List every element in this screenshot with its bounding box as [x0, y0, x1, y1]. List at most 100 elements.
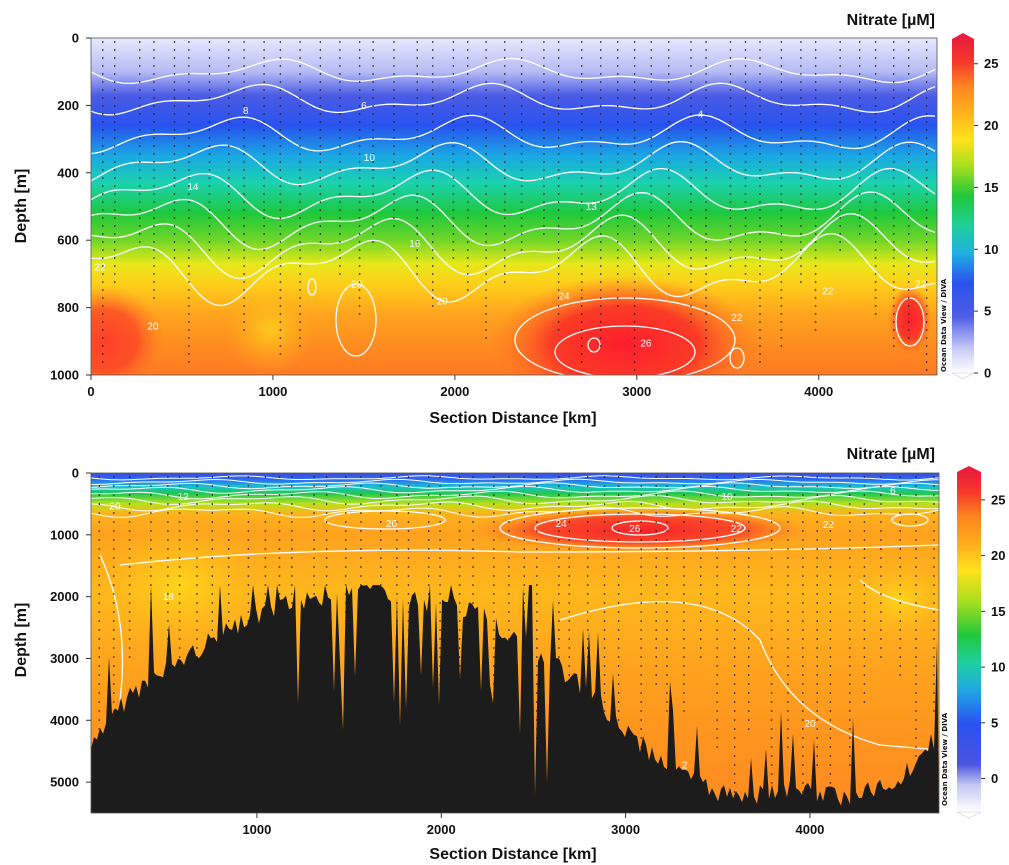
contour-line: [91, 82, 936, 116]
contour-label: 10: [364, 153, 376, 164]
station-profile: [816, 476, 818, 766]
contour-closed: [729, 347, 745, 369]
station-profile: [581, 41, 583, 363]
x-tick-label: 1000: [258, 384, 287, 399]
nitrate-section-upper: Nitrate [µM] 8 6 4 10 14 13 16 22 20 20 24 22 22 22 20…: [13, 12, 998, 427]
y-tick-label: 800: [57, 300, 79, 315]
contour-line: [859, 579, 939, 611]
contour-closed: [611, 520, 669, 536]
contour-label: 20: [386, 519, 398, 530]
y-axis-title-upper: Depth [m]: [13, 169, 30, 244]
contour-line: [91, 57, 936, 85]
nitrate-yellow-patch-upper: [225, 285, 315, 375]
station-profile: [113, 476, 115, 721]
station-profile: [372, 41, 374, 243]
colorbar-tick-label: 5: [991, 715, 998, 730]
odv-credit-upper: Ocean Data View / DIVA: [940, 278, 948, 372]
station-profile: [178, 476, 181, 676]
nitrate-maximum-core-lower: [470, 508, 810, 552]
station-profile: [339, 41, 341, 275]
contour-line: [91, 232, 936, 307]
station-profile: [933, 476, 935, 712]
contour-label: 14: [187, 182, 199, 193]
contour-closed: [587, 337, 601, 353]
contour-label: 24: [558, 291, 570, 302]
seafloor-bathymetry: [91, 585, 939, 813]
y-tick-label: 5000: [50, 775, 79, 790]
contour-line: [91, 114, 936, 155]
colorbar-upper-top-cap: [952, 33, 974, 39]
station-profile: [504, 41, 506, 283]
colorbar-tick-label: 20: [984, 118, 998, 133]
station-profile: [520, 41, 523, 251]
contour-label: 24: [556, 519, 568, 530]
colorbar-tick-label: 25: [984, 56, 998, 71]
x-tick-label: 3000: [622, 384, 651, 399]
colorbar-tick-label: 10: [984, 242, 998, 257]
station-profile: [748, 476, 750, 730]
station-profile: [925, 41, 928, 371]
contour-closed: [514, 297, 736, 375]
colorbar-ticks-lower: 0 5 10 15 20 25: [981, 492, 1005, 786]
station-markers-upper: [102, 41, 928, 371]
contour-line: [91, 506, 939, 518]
contour-label: 22: [915, 280, 927, 291]
station-profile: [650, 41, 652, 267]
contour-label: 10: [721, 492, 733, 503]
station-profile: [416, 41, 418, 275]
station-profile: [543, 41, 545, 235]
contour-label: 26: [629, 524, 641, 535]
nitrate-maximum-core-upper: [490, 275, 760, 375]
colorbar-title-upper: Nitrate [µM]: [847, 12, 935, 29]
plot-area-upper: 8 6 4 10 14 13 16 22 20 20 24 22 22 22 20 26: [91, 38, 937, 375]
colorbar-tick-label: 25: [991, 492, 1005, 507]
x-axis-title-lower: Section Distance [km]: [429, 846, 596, 863]
contour-line: [91, 478, 939, 486]
station-profile: [729, 41, 732, 267]
station-profile: [279, 41, 282, 355]
station-profile: [908, 41, 910, 339]
station-profile: [780, 41, 783, 347]
contour-lines-upper: [91, 57, 936, 375]
station-profile: [849, 476, 851, 766]
colorbar-upper-bottom-cap: [951, 372, 975, 380]
station-profile: [228, 41, 230, 259]
contour-line: [91, 141, 936, 186]
station-profile: [98, 476, 100, 748]
colorbar-upper: 0 5 10 15 20 25: [951, 33, 998, 381]
station-profile: [787, 476, 789, 748]
contour-label: 6: [361, 101, 367, 112]
colorbar-ticks-upper: 0 5 10 15 20 25: [974, 56, 998, 381]
station-profile: [893, 41, 895, 347]
station-profile: [299, 41, 301, 347]
contour-label: 6: [890, 486, 896, 497]
contour-label: 22: [95, 263, 107, 274]
station-profile: [759, 41, 761, 363]
plot-area-lower: 20 12 20 24 26 22 22 10 6 18 20 2: [91, 473, 939, 813]
contour-line: [91, 490, 939, 500]
contour-closed: [891, 513, 929, 527]
nitrate-maximum-core-upper-2: [91, 285, 165, 375]
station-profile: [114, 41, 116, 283]
x-tick-label: 1000: [242, 822, 271, 837]
y-tick-label: 0: [72, 31, 79, 46]
contour-label: 20: [351, 280, 363, 291]
y-tick-label: 200: [57, 98, 79, 113]
nitrate-yellow-patch-lower-east: [850, 560, 939, 640]
contour-line: [91, 213, 936, 280]
station-profile: [243, 41, 245, 331]
x-tick-label: 3000: [611, 822, 640, 837]
station-profile: [600, 41, 602, 347]
station-profile: [859, 41, 861, 235]
y-tick-label: 1000: [50, 527, 79, 542]
station-profile: [829, 476, 832, 793]
contour-line: [91, 500, 939, 512]
contour-label: 20: [804, 719, 816, 730]
y-tick-label: 600: [57, 233, 79, 248]
y-tick-label: 3000: [50, 651, 79, 666]
station-profile: [139, 41, 141, 243]
x-axis-ticks-lower: 1000 2000 3000 4000: [242, 813, 824, 837]
station-profile: [188, 41, 190, 363]
contour-labels-lower: 20 12 20 24 26 22 22 10 6 18 20 2: [109, 486, 896, 771]
